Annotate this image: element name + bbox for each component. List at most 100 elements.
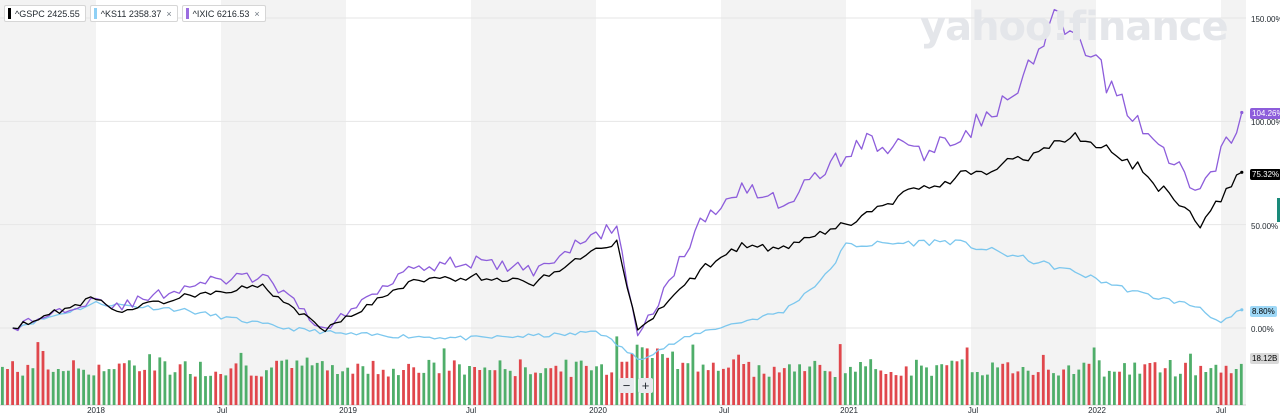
volume-bar xyxy=(163,361,167,405)
volume-bar xyxy=(254,375,258,405)
volume-bar xyxy=(229,368,233,405)
volume-bar xyxy=(1123,363,1126,405)
volume-bar xyxy=(503,369,507,405)
volume-bar xyxy=(1041,354,1045,405)
x-tick-label: Jul xyxy=(718,406,730,415)
volume-bar xyxy=(833,377,837,405)
volume-bar xyxy=(782,368,786,405)
volume-bar xyxy=(381,369,385,405)
volume-bar xyxy=(513,376,517,405)
volume-bar xyxy=(275,360,278,405)
volume-bar xyxy=(458,364,461,405)
volume-bar xyxy=(656,348,659,405)
volume-bar xyxy=(767,376,771,405)
volume-bar xyxy=(1214,364,1218,405)
volume-bar xyxy=(371,360,375,405)
volume-bar xyxy=(260,376,263,405)
volume-bar xyxy=(51,371,55,405)
background-band xyxy=(1221,0,1246,405)
volume-bar xyxy=(473,367,476,405)
volume-bar xyxy=(864,366,867,405)
ks11-value-badge: 8.80% xyxy=(1250,306,1277,317)
legend-chip-ks11[interactable]: ^KS11 2358.37 × xyxy=(89,5,178,22)
volume-bar xyxy=(102,371,106,405)
volume-bar xyxy=(1052,373,1055,405)
close-icon[interactable]: × xyxy=(166,8,172,19)
volume-bar xyxy=(1031,374,1035,405)
ixic-label: ^IXIC 6216.53 xyxy=(192,8,250,19)
volume-bar xyxy=(823,370,827,405)
volume-bar xyxy=(77,368,80,405)
volume-bar xyxy=(183,361,187,405)
volume-bar xyxy=(56,369,60,405)
zoom-out-button[interactable]: − xyxy=(619,378,634,393)
volume-bar xyxy=(793,371,796,405)
volume-bar xyxy=(1107,370,1111,405)
volume-bar xyxy=(1036,372,1040,405)
volume-bar xyxy=(1219,372,1223,405)
volume-bar xyxy=(219,374,223,405)
volume-bar xyxy=(884,374,888,405)
volume-bar xyxy=(762,373,766,405)
volume-bar xyxy=(376,374,380,405)
background-band xyxy=(971,0,1096,405)
volume-bar xyxy=(605,374,608,405)
volume-bar xyxy=(518,359,522,405)
volume-bar xyxy=(107,369,111,405)
volume-bar xyxy=(1148,363,1152,405)
volume-bar xyxy=(737,354,740,405)
volume-bar xyxy=(117,363,121,405)
scroll-handle[interactable] xyxy=(1277,198,1280,222)
volume-bar xyxy=(356,363,360,405)
volume-bar xyxy=(696,371,700,405)
volume-bar xyxy=(879,370,883,405)
volume-bar xyxy=(950,360,954,405)
volume-bar xyxy=(300,365,304,405)
volume-bar xyxy=(940,364,944,405)
volume-bar xyxy=(757,365,761,405)
y-tick-label: 50.00% xyxy=(1251,222,1279,231)
volume-bar xyxy=(214,371,218,405)
volume-bar xyxy=(310,365,314,405)
volume-bar xyxy=(788,364,791,405)
volume-bar xyxy=(772,366,776,405)
volume-bar xyxy=(930,375,933,405)
volume-bar xyxy=(691,344,695,405)
volume-bar xyxy=(447,370,451,405)
volume-bar xyxy=(148,354,151,405)
volume-bar xyxy=(1021,367,1025,405)
volume-bar xyxy=(981,375,984,405)
volume-bar xyxy=(813,360,817,405)
volume-bar xyxy=(36,342,40,405)
volume-bar xyxy=(752,376,756,405)
volume-bar xyxy=(1011,373,1015,405)
volume-bar xyxy=(209,375,212,405)
x-tick-label: 2020 xyxy=(589,406,607,415)
x-tick-label: Jul xyxy=(967,406,979,415)
volume-bar xyxy=(965,347,969,405)
volume-bar xyxy=(72,360,75,405)
volume-bar xyxy=(193,376,197,405)
volume-bar xyxy=(270,367,273,405)
volume-bar xyxy=(11,361,14,405)
close-icon[interactable]: × xyxy=(254,8,260,19)
legend-chip-gspc[interactable]: ^GSPC 2425.55 xyxy=(4,5,86,22)
volume-bar xyxy=(1229,373,1233,405)
volume-bar xyxy=(336,374,339,405)
y-tick-label: 150.00% xyxy=(1251,15,1280,24)
volume-bar xyxy=(1057,375,1060,405)
volume-bar xyxy=(326,370,329,405)
volume-bar xyxy=(590,370,593,405)
legend-chip-ixic[interactable]: ^IXIC 6216.53 × xyxy=(181,5,266,22)
volume-bar xyxy=(67,370,70,405)
volume-bar xyxy=(645,348,649,405)
volume-bar xyxy=(1224,365,1228,405)
zoom-in-button[interactable]: + xyxy=(638,378,653,393)
volume-bar xyxy=(1,366,4,405)
volume-bar xyxy=(320,361,324,405)
volume-bar xyxy=(554,365,558,405)
volume-bar xyxy=(1138,373,1142,405)
volume-bar xyxy=(686,363,690,405)
volume-bar xyxy=(904,366,908,405)
